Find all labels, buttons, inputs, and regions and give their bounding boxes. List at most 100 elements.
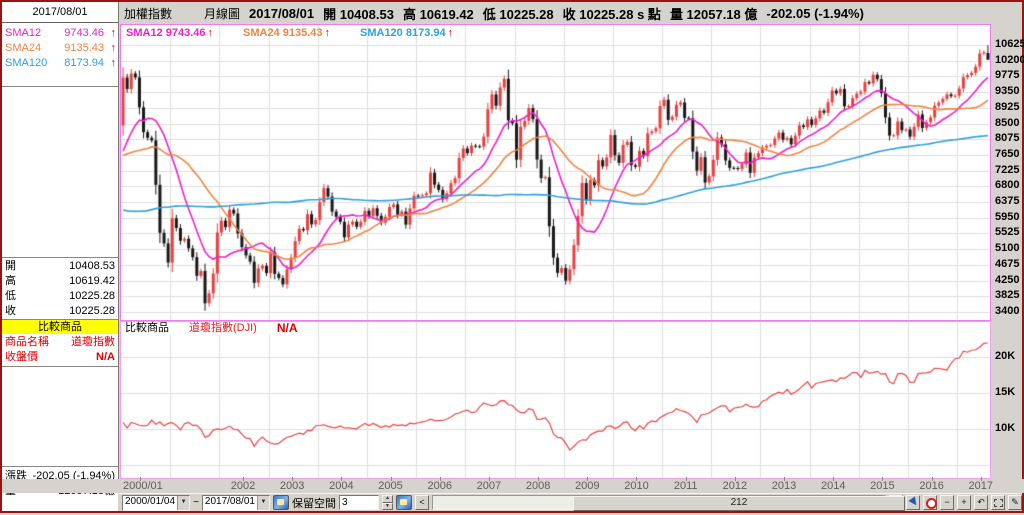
- compare-symbol-name: 道瓊指數(DJI): [189, 322, 257, 334]
- up-arrow-icon: ↑: [324, 27, 331, 39]
- y-axis-label: 8075: [995, 132, 1020, 145]
- high-label: 高: [5, 275, 16, 287]
- x-axis-label: 2009: [575, 480, 600, 492]
- header-high: 高 10619.42: [402, 6, 474, 22]
- sma12-row: SMA12 9743.46 ↑: [2, 26, 118, 41]
- low-label: 低: [5, 290, 16, 302]
- header-change: -202.05 (-1.94%): [766, 5, 864, 21]
- reserve-space-stepper[interactable]: ▲ ▼: [381, 495, 393, 510]
- x-axis-tick: [734, 477, 736, 481]
- pointer-tool-icon[interactable]: [906, 495, 920, 510]
- draw-pencil-icon[interactable]: ✎: [1008, 495, 1022, 510]
- zoom-in-icon[interactable]: +: [957, 495, 971, 510]
- y-axis-label: 3825: [995, 289, 1020, 302]
- chevron-down-icon[interactable]: ▼: [177, 495, 190, 510]
- scroll-left-button[interactable]: <: [414, 495, 429, 510]
- to-date-combo[interactable]: 2017/08/01 ▼: [201, 494, 270, 511]
- x-axis-tick: [292, 477, 294, 481]
- y-axis-label: 5100: [995, 242, 1020, 255]
- up-arrow-icon: ↑: [207, 27, 214, 39]
- up-arrow-icon: ↑: [110, 27, 117, 39]
- compare-name-value: 道瓊指數: [71, 336, 115, 348]
- y-axis-label: 9350: [995, 85, 1020, 98]
- compare-chart-canvas[interactable]: [121, 322, 990, 478]
- compare-close-label: 收盤價: [5, 351, 38, 363]
- close-value: 10225.28: [69, 305, 115, 317]
- step-up-icon[interactable]: ▲: [381, 495, 393, 503]
- sma12-label: SMA12: [5, 27, 42, 39]
- y-axis-label: 10K: [995, 422, 1016, 434]
- sma120-row: SMA120 8173.94 ↑: [2, 56, 118, 71]
- reserve-space-input[interactable]: [338, 495, 379, 510]
- up-arrow-icon: ↑: [110, 57, 117, 69]
- x-axis-label: 2012: [722, 480, 748, 492]
- compare-name-row: 商品名稱 道瓊指數: [2, 335, 118, 350]
- divider: [2, 366, 118, 367]
- y-axis-label: 6800: [995, 179, 1020, 192]
- selection-box-icon[interactable]: [991, 495, 1005, 510]
- close-label: 收: [5, 305, 16, 317]
- zoom-out-icon[interactable]: −: [940, 495, 954, 510]
- x-axis-label: 2008: [525, 480, 551, 492]
- compare-name-label: 商品名稱: [5, 336, 49, 348]
- x-axis-label: 2016: [919, 480, 944, 492]
- quote-sidebar: 2017/08/01 SMA12 9743.46 ↑ SMA24 9135.43…: [2, 2, 119, 511]
- x-axis-label: 2003: [279, 480, 305, 492]
- sidebar-date: 2017/08/01: [2, 2, 118, 23]
- x-axis-label: 2013: [771, 480, 797, 492]
- y-axis-label: 7650: [995, 147, 1020, 160]
- blue-tool-icon[interactable]: [395, 495, 412, 510]
- y-axis-label: 5950: [995, 210, 1020, 223]
- compare-close-row: 收盤價 N/A: [2, 350, 118, 365]
- chevron-down-icon[interactable]: ▼: [256, 495, 269, 510]
- price-axis: 10625 10200 9775 9350 8925 8500 8075 7650 7225 68…: [993, 2, 1024, 497]
- legend-sma12: SMA12 9743.46 ↑: [126, 27, 213, 39]
- y-axis-label: 15K: [995, 386, 1016, 398]
- compare-label: 比較商品: [125, 322, 169, 334]
- x-axis-tick: [242, 477, 244, 481]
- x-axis-tick: [784, 477, 786, 481]
- low-value: 10225.28: [69, 290, 115, 302]
- low-row: 低 10225.28: [2, 289, 118, 304]
- to-date-value: 2017/08/01: [204, 495, 255, 507]
- x-axis-tick: [140, 477, 141, 481]
- high-row: 高 10619.42: [2, 274, 118, 289]
- y-axis-label: 4675: [995, 257, 1020, 270]
- x-axis-tick: [931, 477, 933, 481]
- x-axis-label: 2002: [230, 480, 256, 492]
- x-axis-label: 2004: [329, 480, 354, 492]
- x-axis-tick: [538, 477, 540, 481]
- up-arrow-icon: ↑: [110, 42, 117, 54]
- undo-icon[interactable]: ↶: [974, 495, 988, 510]
- x-axis-label: 2006: [427, 480, 452, 492]
- compare-axis: 20K 15K 10K: [993, 2, 1024, 515]
- high-value: 10619.42: [69, 275, 115, 287]
- time-axis: 2000/01 2002 2003 2004 2005 2006 2007 2008 2009 2…: [2, 477, 1024, 493]
- open-value: 10408.53: [69, 260, 115, 272]
- compare-na-value: N/A: [276, 321, 298, 335]
- x-axis-label: 2017: [968, 480, 994, 492]
- y-axis-label: 10625: [995, 38, 1024, 50]
- y-axis-label: 3400: [995, 305, 1020, 317]
- from-date-combo[interactable]: 2000/01/04 ▼: [122, 494, 191, 511]
- x-axis-tick: [636, 477, 638, 481]
- period-label: 月線圖: [204, 6, 241, 21]
- tilde-separator: ~: [193, 497, 199, 508]
- main-chart-canvas[interactable]: [121, 25, 990, 320]
- y-axis-label: 5525: [995, 226, 1020, 239]
- open-row: 開 10408.53: [2, 259, 118, 274]
- header-volume: 量 12057.18 億: [669, 6, 758, 22]
- x-axis-label: 2010: [624, 480, 649, 492]
- chart-scrollbar[interactable]: 212: [431, 495, 905, 511]
- x-axis-tick: [390, 477, 392, 481]
- scrollbar-thumb[interactable]: 212: [572, 496, 905, 511]
- header-date: 2017/08/01: [249, 5, 315, 21]
- x-axis-tick: [439, 477, 441, 481]
- blue-tool-icon[interactable]: [272, 495, 289, 510]
- x-axis-tick: [980, 477, 982, 481]
- clock-icon[interactable]: [923, 495, 937, 510]
- step-down-icon[interactable]: ▼: [381, 502, 393, 510]
- close-row: 收 10225.28: [2, 304, 118, 319]
- sma24-row: SMA24 9135.43 ↑: [2, 41, 118, 56]
